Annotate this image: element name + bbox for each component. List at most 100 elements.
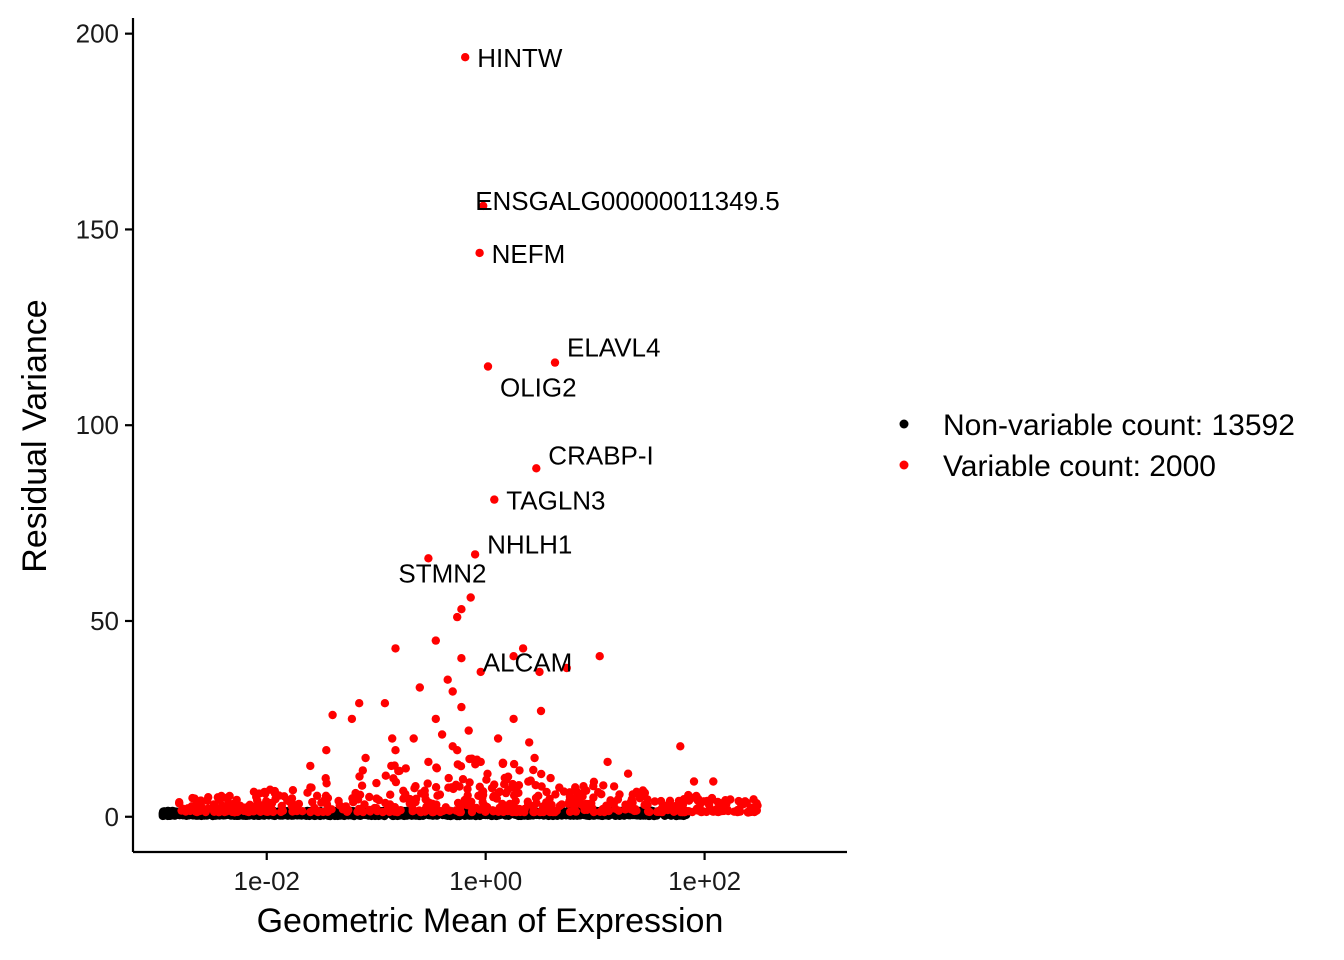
variable-point [536,706,546,716]
variable-point [391,746,400,755]
gene-labels: HINTW ENSGALG00000011349.5 NEFM ELAVL4 OLIG2… [398,43,779,677]
x-tick-label: 1e+00 [449,866,522,896]
variable-point [549,807,558,816]
variable-point [248,807,258,816]
variable-point [609,782,619,791]
gene-label: NEFM [492,239,566,269]
variable-point [742,798,751,807]
variable-point [498,759,508,769]
variable-point [518,644,528,653]
variable-point [181,807,190,816]
variable-point [695,802,704,812]
labeled-gene-points [424,53,560,602]
non-variable-point [160,807,169,817]
variable-point [733,807,742,817]
variable-point [416,807,426,817]
variable-point [515,766,524,775]
variable-point [683,793,692,802]
legend-swatch-variable [899,460,909,470]
variable-point [437,730,447,739]
variable-point [283,796,292,805]
x-ticks: 1e-02 1e+00 1e+02 [233,852,741,896]
variable-point [317,798,326,807]
variable-point [652,807,662,816]
variable-point [676,742,685,751]
variable-point [500,773,509,783]
variable-point [463,784,472,794]
variable-point [689,777,699,786]
labeled-gene-point [490,495,499,504]
variable-point [589,777,599,786]
variable-point [411,797,420,807]
variable-point [388,734,397,743]
variable-point [525,738,534,747]
variable-point [595,652,604,661]
variable-point [457,654,466,663]
variable-point [536,807,545,817]
variable-point [342,807,352,816]
labeled-gene-point [479,201,488,211]
labeled-gene-point [532,464,541,473]
variable-point [456,807,465,817]
variable-point [531,781,540,790]
legend-label-variable: Variable count: 2000 [943,450,1216,483]
variable-point [431,714,440,724]
variable-point [551,790,560,799]
axes [131,18,847,854]
variable-point [424,757,433,767]
variable-point [361,753,370,763]
legend: Non-variable count: 13592 Variable count… [899,409,1295,483]
variable-point [443,675,452,684]
variable-point [530,753,539,763]
gene-label: NHLH1 [487,529,572,559]
variable-point [476,667,485,677]
x-tick-label: 1e-02 [233,866,300,896]
variable-point [441,803,450,812]
variable-point [381,771,390,780]
variable-point [535,667,544,677]
variable-point [628,790,637,799]
variable-point [421,795,430,804]
legend-label-non-variable: Non-variable count: 13592 [943,409,1295,442]
gene-label: ELAVL4 [567,333,660,363]
variable-point [355,772,364,781]
variable-point [432,800,441,809]
variable-point [321,791,331,800]
variable-point [349,798,358,807]
variable-point [542,798,551,807]
variable-point [621,800,630,809]
variable-point [298,807,307,816]
variable-point [462,800,472,810]
variable-point [306,761,315,771]
variable-point [599,781,608,790]
labeled-gene-point [550,358,560,367]
variable-point [303,788,312,797]
labeled-gene-point [466,593,475,602]
variable-point [752,806,761,815]
variable-point [278,806,288,815]
variable-point [719,806,729,816]
variable-point [709,777,718,786]
variable-point [488,806,497,815]
gene-label: HINTW [477,43,563,73]
x-axis-title: Geometric Mean of Expression [257,902,724,940]
variable-point [532,799,541,808]
variable-point [570,802,579,812]
variable-point [193,800,203,809]
legend-swatch-non-variable [899,419,909,429]
variable-point [355,790,365,799]
labeled-gene-point [461,53,470,62]
y-tick-label: 0 [105,802,119,832]
variable-point [465,754,474,764]
variable-point [509,759,519,769]
variable-point [555,801,565,811]
y-axis-title: Residual Variance [16,299,54,572]
variable-point [476,757,485,767]
variable-point [650,797,659,806]
labeled-gene-point [483,362,493,371]
gene-label: ALCAM [483,648,573,678]
variable-point [355,699,364,708]
variable-point [374,796,384,805]
variable-point [475,782,484,791]
